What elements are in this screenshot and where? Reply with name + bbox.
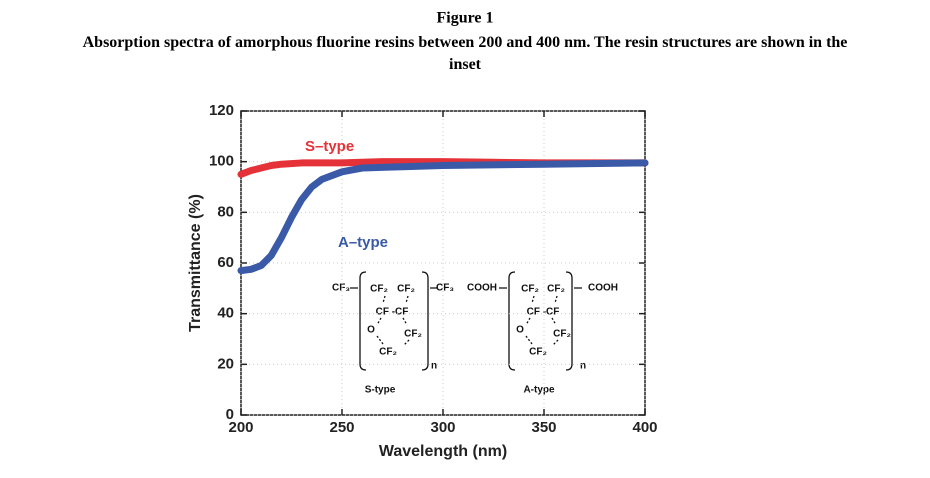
inset-label: CF₂: [370, 284, 388, 295]
y-tick-label: 120: [209, 102, 234, 119]
inset-label: CF₃: [436, 283, 454, 294]
inset-label: CF₃: [332, 283, 350, 294]
series-line: [237, 159, 649, 275]
inset-label: CF₂: [379, 347, 397, 358]
bracket: [359, 271, 367, 371]
bracket: [508, 271, 516, 371]
inset-label: COOH: [588, 283, 618, 294]
inset-label: O: [516, 325, 524, 336]
y-axis-label: Transmittance (%): [187, 194, 204, 332]
x-tick-label: 200: [228, 419, 253, 436]
caption-line: inset: [449, 56, 482, 73]
y-tick-label: 100: [209, 153, 234, 170]
figure-caption: Absorption spectra of amorphous fluorine…: [83, 34, 848, 73]
inset-label: CF -CF: [527, 307, 560, 318]
inset-name: S-type: [365, 385, 396, 396]
inset-label: COOH: [467, 283, 497, 294]
x-tick-label: 400: [632, 419, 657, 436]
bond: [376, 295, 559, 346]
x-tick-label: 300: [430, 419, 455, 436]
bracket: [421, 271, 429, 371]
inset-label: CF₂: [529, 347, 547, 358]
inset-label: CF₂: [404, 329, 422, 340]
y-tick-label: 60: [217, 254, 234, 271]
y-tick-label: 80: [217, 203, 234, 220]
series-label: A–type: [338, 234, 388, 251]
figure-title: Figure 1: [436, 10, 493, 27]
inset-label: n: [580, 361, 586, 372]
x-axis-label: Wavelength (nm): [379, 443, 507, 460]
y-tick-label: 40: [217, 305, 234, 322]
inset-label: CF₂: [553, 329, 571, 340]
x-tick-label: 350: [531, 419, 556, 436]
series-label: S–type: [305, 138, 354, 155]
inset-label: CF₂: [547, 284, 565, 295]
inset-label: n: [431, 361, 437, 372]
inset-label: CF₂: [521, 284, 539, 295]
inset-label: CF₂: [397, 284, 415, 295]
y-tick-label: 0: [226, 406, 234, 423]
inset-label: CF -CF: [376, 307, 409, 318]
inset-label: O: [367, 325, 375, 336]
inset-name: A-type: [523, 385, 555, 396]
y-tick-label: 20: [217, 355, 234, 372]
x-tick-label: 250: [329, 419, 354, 436]
bracket: [565, 271, 573, 371]
caption-line: Absorption spectra of amorphous fluorine…: [83, 34, 848, 51]
